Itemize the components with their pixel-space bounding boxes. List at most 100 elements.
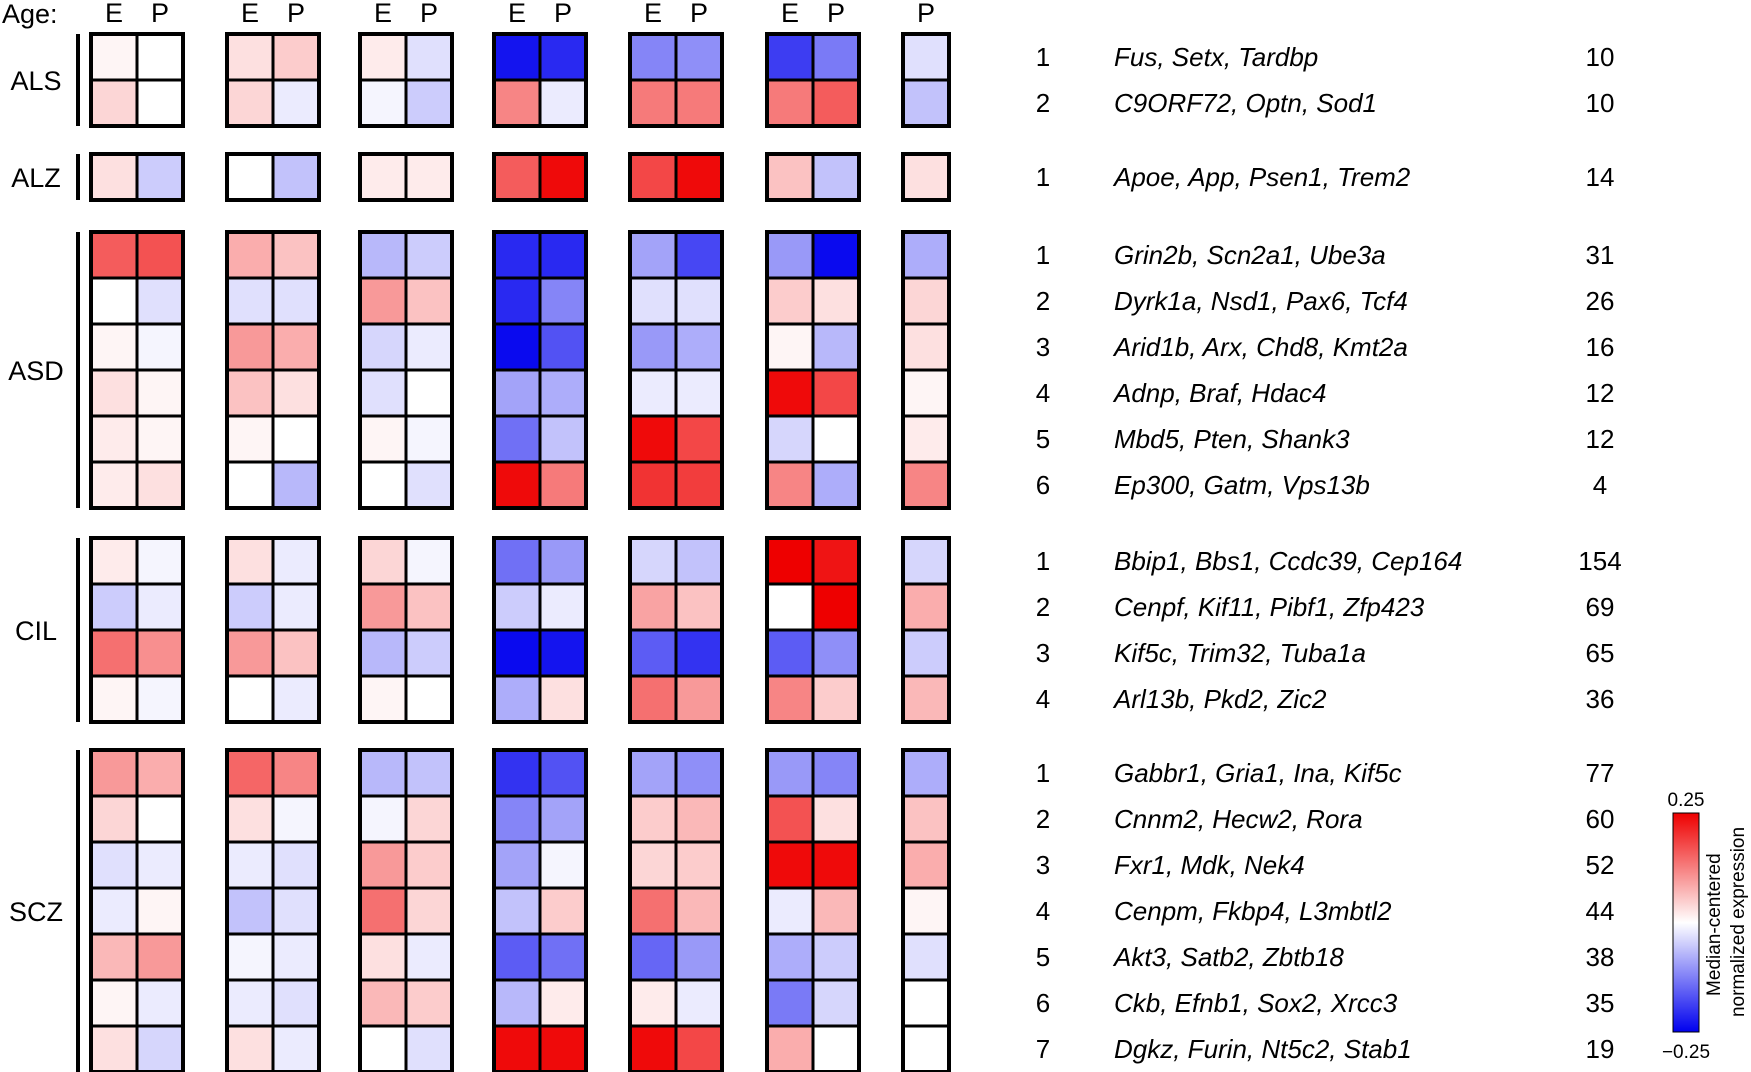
age-label-p: P [151, 0, 169, 28]
age-label-e: E [374, 0, 392, 28]
heatmap-cell [538, 840, 588, 890]
heatmap-cell [404, 276, 454, 326]
heatmap-cell [135, 32, 185, 82]
heatmap-cell [135, 276, 185, 326]
heatmap-cell [358, 368, 408, 418]
heatmap-cell [628, 322, 678, 372]
row-count: 12 [1586, 424, 1615, 454]
age-label-e: E [781, 0, 799, 28]
heatmap-cell [538, 628, 588, 678]
heatmap-cell [492, 794, 542, 844]
heatmap-cell [225, 230, 275, 280]
heatmap-cell [135, 932, 185, 982]
heatmap-cells [89, 32, 951, 1072]
heatmap-cell [225, 886, 275, 936]
heatmap-cell [674, 674, 724, 724]
heatmap-cell [811, 536, 861, 586]
heatmap-cell [225, 152, 275, 202]
heatmap-cell [492, 32, 542, 82]
heatmap-cell [901, 794, 951, 844]
age-label-p: P [287, 0, 305, 28]
heatmap-cell [628, 32, 678, 82]
age-label-e: E [241, 0, 259, 28]
heatmap-block-border [358, 748, 454, 1072]
row-index: 1 [1036, 240, 1050, 270]
heatmap-cell [628, 536, 678, 586]
row-count: 35 [1586, 988, 1615, 1018]
row-index: 4 [1036, 684, 1050, 714]
heatmap-cell [358, 276, 408, 326]
heatmap-cell [901, 748, 951, 798]
heatmap-cell [538, 978, 588, 1028]
heatmap-cell [901, 322, 951, 372]
heatmap-cell [765, 460, 815, 510]
heatmap-cell [89, 78, 139, 128]
heatmap-cell [358, 674, 408, 724]
heatmap-cell [811, 978, 861, 1028]
heatmap-cell [225, 840, 275, 890]
heatmap-cell [225, 414, 275, 464]
heatmap-cell [358, 978, 408, 1028]
heatmap-cell [765, 674, 815, 724]
heatmap-cell [811, 674, 861, 724]
heatmap-cell [404, 536, 454, 586]
heatmap-cell [492, 1024, 542, 1072]
heatmap-cell [404, 748, 454, 798]
heatmap-cell [901, 674, 951, 724]
heatmap-cell [811, 748, 861, 798]
heatmap-cell [225, 794, 275, 844]
heatmap-cell [492, 322, 542, 372]
heatmap-cell [135, 1024, 185, 1072]
row-genes: Akt3, Satb2, Zbtb18 [1112, 942, 1344, 972]
row-count: 44 [1586, 896, 1615, 926]
heatmap-cell [538, 414, 588, 464]
heatmap-cell [811, 414, 861, 464]
row-count: 26 [1586, 286, 1615, 316]
heatmap-cell [765, 628, 815, 678]
heatmap-cell [538, 276, 588, 326]
heatmap-cell [358, 932, 408, 982]
heatmap-cell [901, 628, 951, 678]
row-genes: Apoe, App, Psen1, Trem2 [1112, 162, 1411, 192]
heatmap-cell [358, 460, 408, 510]
heatmap-cell [492, 886, 542, 936]
heatmap-cell [628, 230, 678, 280]
row-genes: Fus, Setx, Tardbp [1114, 42, 1318, 72]
heatmap-cell [765, 414, 815, 464]
heatmap-cell [271, 794, 321, 844]
row-genes: Kif5c, Trim32, Tuba1a [1114, 638, 1366, 668]
heatmap-block-border [628, 536, 724, 724]
heatmap-block-border [358, 230, 454, 510]
heatmap-cell [404, 978, 454, 1028]
heatmap-cell [628, 840, 678, 890]
heatmap-cell [628, 794, 678, 844]
heatmap-cell [811, 230, 861, 280]
heatmap-cell [492, 414, 542, 464]
age-label-e: E [508, 0, 526, 28]
heatmap-cell [358, 414, 408, 464]
heatmap-block-border [628, 230, 724, 510]
heatmap-cell [765, 932, 815, 982]
heatmap-block-border [628, 152, 724, 202]
heatmap-cell [271, 32, 321, 82]
heatmap-cell [135, 536, 185, 586]
heatmap-cell [901, 536, 951, 586]
heatmap-cell [811, 276, 861, 326]
row-genes: C9ORF72, Optn, Sod1 [1114, 88, 1377, 118]
row-genes: Arid1b, Arx, Chd8, Kmt2a [1112, 332, 1408, 362]
heatmap-cell [901, 152, 951, 202]
heatmap-cell [358, 794, 408, 844]
heatmap-cell [358, 152, 408, 202]
heatmap-cell [765, 978, 815, 1028]
heatmap-cell [358, 748, 408, 798]
heatmap-cell [225, 932, 275, 982]
heatmap-cell [271, 230, 321, 280]
heatmap-cell [628, 414, 678, 464]
heatmap-cell [358, 230, 408, 280]
heatmap-cell [225, 536, 275, 586]
heatmap-cell [492, 978, 542, 1028]
heatmap-cell [271, 460, 321, 510]
heatmap-cell [811, 152, 861, 202]
heatmap-cell [765, 840, 815, 890]
